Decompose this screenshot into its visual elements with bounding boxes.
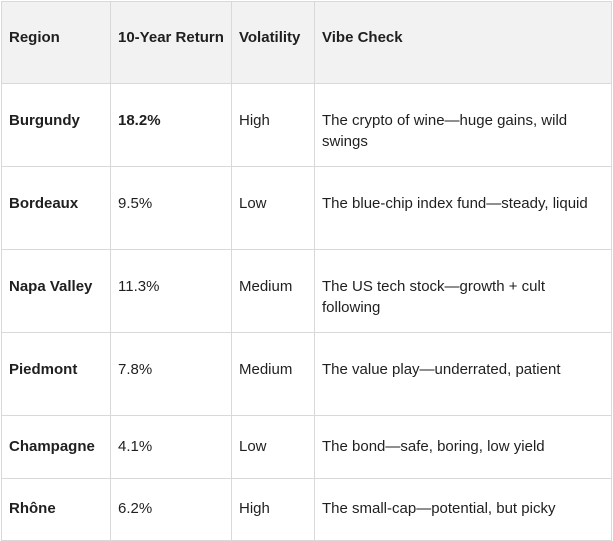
region-cell: Piedmont	[1, 332, 111, 416]
table-row: Rhône 6.2% High The small-cap—potential,…	[1, 478, 612, 541]
vibe-cell: The value play—underrated, patient	[314, 332, 612, 416]
return-cell: 11.3%	[110, 249, 232, 333]
volatility-cell: Low	[231, 166, 315, 250]
vibe-cell: The blue-chip index fund—steady, liquid	[314, 166, 612, 250]
volatility-cell: Low	[231, 415, 315, 479]
table-row: Champagne 4.1% Low The bond—safe, boring…	[1, 415, 612, 479]
vibe-cell: The US tech stock—growth + cult followin…	[314, 249, 612, 333]
region-cell: Burgundy	[1, 83, 111, 167]
table-row: Napa Valley 11.3% Medium The US tech sto…	[1, 249, 612, 333]
volatility-cell: High	[231, 478, 315, 541]
header-row: Region 10-Year Return Volatility Vibe Ch…	[1, 1, 612, 84]
header-vibe-check: Vibe Check	[314, 1, 612, 84]
return-cell: 9.5%	[110, 166, 232, 250]
volatility-cell: Medium	[231, 249, 315, 333]
header-volatility: Volatility	[231, 1, 315, 84]
volatility-cell: High	[231, 83, 315, 167]
region-cell: Rhône	[1, 478, 111, 541]
return-cell: 18.2%	[110, 83, 232, 167]
table-header: Region 10-Year Return Volatility Vibe Ch…	[1, 1, 612, 84]
header-return: 10-Year Return	[110, 1, 232, 84]
table-row: Bordeaux 9.5% Low The blue-chip index fu…	[1, 166, 612, 250]
return-cell: 7.8%	[110, 332, 232, 416]
volatility-cell: Medium	[231, 332, 315, 416]
return-cell: 4.1%	[110, 415, 232, 479]
region-cell: Bordeaux	[1, 166, 111, 250]
header-region: Region	[1, 1, 111, 84]
vibe-cell: The bond—safe, boring, low yield	[314, 415, 612, 479]
vibe-cell: The crypto of wine—huge gains, wild swin…	[314, 83, 612, 167]
region-cell: Champagne	[1, 415, 111, 479]
table-body: Burgundy 18.2% High The crypto of wine—h…	[1, 83, 612, 541]
return-cell: 6.2%	[110, 478, 232, 541]
region-cell: Napa Valley	[1, 249, 111, 333]
table-row: Piedmont 7.8% Medium The value play—unde…	[1, 332, 612, 416]
vibe-cell: The small-cap—potential, but picky	[314, 478, 612, 541]
table-row: Burgundy 18.2% High The crypto of wine—h…	[1, 83, 612, 167]
